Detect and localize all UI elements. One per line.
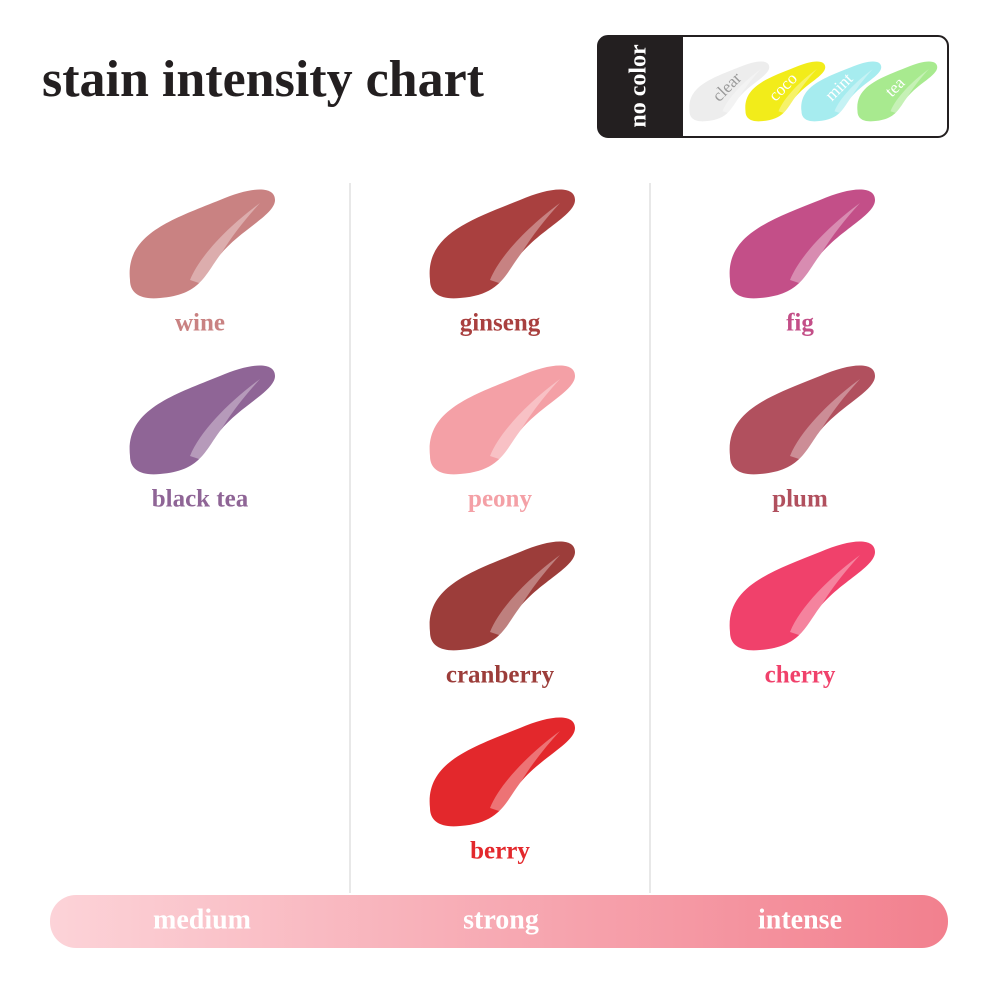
- intensity-label: strong: [463, 904, 539, 935]
- swatch-shine: [778, 68, 817, 114]
- intensity-bar: [50, 895, 948, 948]
- title: stain intensity chart: [42, 51, 485, 108]
- swatch: [689, 61, 770, 122]
- shade-name: wine: [175, 310, 225, 337]
- swatch: [429, 365, 575, 475]
- swatch: [129, 365, 276, 475]
- shade-name: plum: [772, 486, 828, 513]
- swatch-shine: [490, 555, 560, 637]
- swatch-shine: [722, 68, 761, 114]
- intensity-label: medium: [153, 904, 251, 935]
- swatch: [129, 189, 276, 299]
- swatch-shine: [190, 379, 260, 461]
- swatch-shine: [490, 731, 560, 813]
- swatch: [857, 61, 938, 122]
- swatch-shine: [834, 68, 873, 114]
- swatch: [801, 61, 882, 122]
- swatch-shine: [490, 379, 560, 461]
- shade-name: cherry: [765, 662, 836, 689]
- swatch-shine: [790, 203, 860, 285]
- no-color-label: no color: [626, 44, 652, 128]
- shade-name: black tea: [152, 486, 249, 513]
- swatch: [429, 541, 575, 651]
- swatch-shine: [790, 379, 860, 461]
- swatch: [429, 189, 575, 299]
- shade-name: cranberry: [446, 662, 555, 689]
- swatch: [729, 189, 875, 299]
- shade-name: ginseng: [460, 310, 541, 337]
- swatch: [729, 365, 875, 475]
- shade-name: berry: [470, 838, 530, 865]
- swatch-shine: [490, 203, 560, 285]
- swatch-shine: [190, 203, 260, 285]
- intensity-label: intense: [758, 904, 842, 935]
- no-color-tab: [598, 36, 683, 137]
- swatch-shine: [790, 555, 860, 637]
- swatch: [729, 541, 875, 651]
- swatch: [745, 61, 826, 122]
- swatch-shine: [890, 68, 929, 114]
- swatch: [429, 717, 575, 827]
- shade-name: fig: [786, 310, 814, 337]
- shade-name: peony: [468, 486, 532, 513]
